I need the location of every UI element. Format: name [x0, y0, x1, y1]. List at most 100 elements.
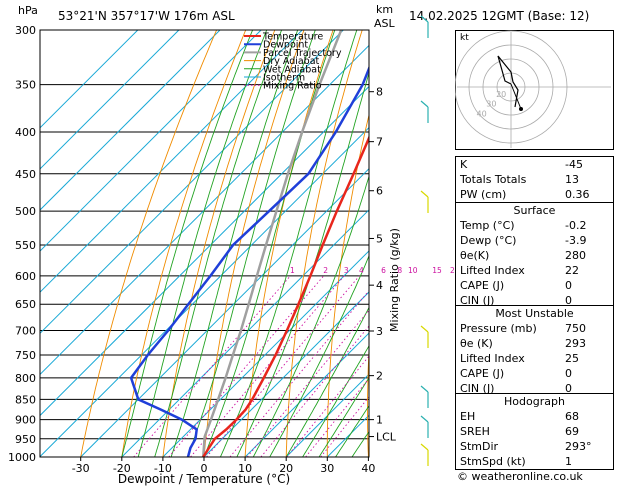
- index-label: PW (cm): [460, 188, 507, 201]
- most-unstable-value: 293: [565, 337, 586, 350]
- pressure-tick-label: 700: [15, 325, 36, 338]
- most-unstable-row: θe (K) 293: [456, 336, 613, 351]
- isotherm-line: [203, 291, 369, 457]
- pressure-tick-label: 600: [15, 270, 36, 283]
- isotherm-line: [80, 167, 369, 457]
- mixing-ratio-line: [206, 275, 360, 457]
- storm-motion-dot: [519, 107, 523, 111]
- hodograph-stat-row: StmDir 293°: [456, 439, 613, 454]
- wet-adiabat-line: [154, 30, 283, 457]
- isotherm-line: [40, 30, 221, 211]
- mixing-ratio-tick-label: 10: [408, 266, 418, 275]
- dewpoint-line: [129, 65, 369, 457]
- surface-label: CIN (J): [460, 294, 495, 307]
- surface-value: -0.2: [565, 219, 587, 232]
- mixing-ratio-tick-label: 4: [359, 266, 364, 275]
- legend-label: Isotherm: [263, 73, 305, 84]
- hodograph-trace: [497, 55, 519, 108]
- legend-label: Mixing Ratio: [263, 81, 322, 92]
- most-unstable-value: 0: [565, 367, 572, 380]
- location-title: 53°21'N 357°17'W 176m ASL: [58, 9, 235, 23]
- mixing-ratio-tick-label: 20: [450, 266, 460, 275]
- hodograph-stat-row: StmSpd (kt) 1: [456, 454, 613, 469]
- x-tick-label: 40: [361, 462, 375, 475]
- surface-value: 0: [565, 279, 572, 292]
- asl-label: ASL: [374, 17, 395, 30]
- surface-label: Lifted Index: [460, 264, 525, 277]
- mixing-ratio-tick-label: 2: [323, 266, 328, 275]
- wind-barb: [420, 190, 429, 198]
- index-label: K: [460, 158, 468, 171]
- datetime-title: 14.02.2025 12GMT (Base: 12): [409, 9, 590, 23]
- dry-adiabat-line: [80, 30, 218, 457]
- surface-value: 22: [565, 264, 579, 277]
- surface-label: CAPE (J): [460, 279, 505, 292]
- wet-adiabat-line: [121, 30, 254, 457]
- pressure-tick-label: 500: [15, 205, 36, 218]
- km-tick-label: 2: [376, 370, 383, 383]
- hodograph-ring-label: 40: [477, 109, 487, 118]
- most-unstable-row: Lifted Index 25: [456, 351, 613, 366]
- surface-value: 280: [565, 249, 586, 262]
- most-unstable-row: CIN (J) 0: [456, 381, 613, 396]
- dry-adiabat-line: [618, 30, 629, 457]
- km-tick-label: LCL: [376, 431, 397, 444]
- isotherm-line: [40, 30, 139, 129]
- index-row: K -45: [456, 157, 613, 172]
- surface-row: Temp (°C) -0.2: [456, 218, 613, 233]
- isotherm-line: [162, 250, 369, 457]
- wind-barb: [420, 15, 429, 23]
- pressure-tick-label: 300: [15, 24, 36, 37]
- pressure-tick-label: 900: [15, 414, 36, 427]
- wind-barb: [420, 100, 429, 108]
- wet-adiabat-line: [170, 30, 299, 457]
- dry-adiabat-line: [367, 341, 369, 457]
- most-unstable-value: 25: [565, 352, 579, 365]
- most-unstable-label: CAPE (J): [460, 367, 505, 380]
- wind-barb: [420, 415, 429, 423]
- mixing-ratio-axis-label: Mixing Ratio (g/kg): [388, 228, 401, 332]
- hodograph-stat-value: 293°: [565, 440, 592, 453]
- isotherm-line: [285, 373, 369, 457]
- isotherm-line: [244, 332, 369, 457]
- most-unstable-label: Lifted Index: [460, 352, 525, 365]
- most-unstable-row: Pressure (mb) 750: [456, 321, 613, 336]
- hodograph-ring-label: 20: [496, 90, 506, 99]
- surface-value: -3.9: [565, 234, 587, 247]
- x-tick-label: 20: [279, 462, 293, 475]
- surface-box: Surface Temp (°C) -0.2 Dewp (°C) -3.9 θe(K) 2…: [455, 202, 614, 309]
- pressure-tick-label: 1000: [8, 451, 36, 464]
- most-unstable-label: θe (K): [460, 337, 493, 350]
- hodograph-ring-label: 30: [486, 100, 496, 109]
- x-axis-label: Dewpoint / Temperature (°C): [118, 472, 290, 486]
- isotherm-line: [40, 30, 262, 252]
- surface-row: Lifted Index 22: [456, 263, 613, 278]
- wet-adiabat-line: [187, 30, 316, 457]
- hodograph-stat-row: EH 68: [456, 409, 613, 424]
- mixing-ratio-line: [168, 275, 325, 457]
- mixing-ratio-tick-label: 15: [432, 266, 442, 275]
- surface-row: Dewp (°C) -3.9: [456, 233, 613, 248]
- mixing-ratio-tick-label: 6: [381, 266, 386, 275]
- wet-adiabat-line: [285, 306, 369, 457]
- indices-box: K -45 Totals Totals 13 PW (cm) 0.36: [455, 156, 614, 203]
- mixing-ratio-tick-label: 1: [290, 266, 295, 275]
- legend-label: Wet Adiabat: [263, 64, 321, 75]
- parcel-trajectory-line: [201, 30, 343, 457]
- most-unstable-title: Most Unstable: [495, 307, 574, 320]
- hodograph-stat-label: StmDir: [460, 440, 499, 453]
- legend-label: Temperature: [262, 32, 323, 43]
- isotherm-line: [40, 85, 369, 417]
- most-unstable-row: CAPE (J) 0: [456, 366, 613, 381]
- legend-label: Dewpoint: [263, 40, 308, 51]
- hodograph-stat-label: SREH: [460, 425, 490, 438]
- wet-adiabat-line: [269, 254, 369, 457]
- most-unstable-label: Pressure (mb): [460, 322, 537, 335]
- mixing-ratio-tick-label: 8: [397, 266, 402, 275]
- most-unstable-value: 750: [565, 322, 586, 335]
- most-unstable-value: 0: [565, 382, 572, 395]
- isotherm-line: [40, 126, 369, 457]
- x-tick-label: 0: [201, 462, 208, 475]
- surface-row: θe(K) 280: [456, 248, 613, 263]
